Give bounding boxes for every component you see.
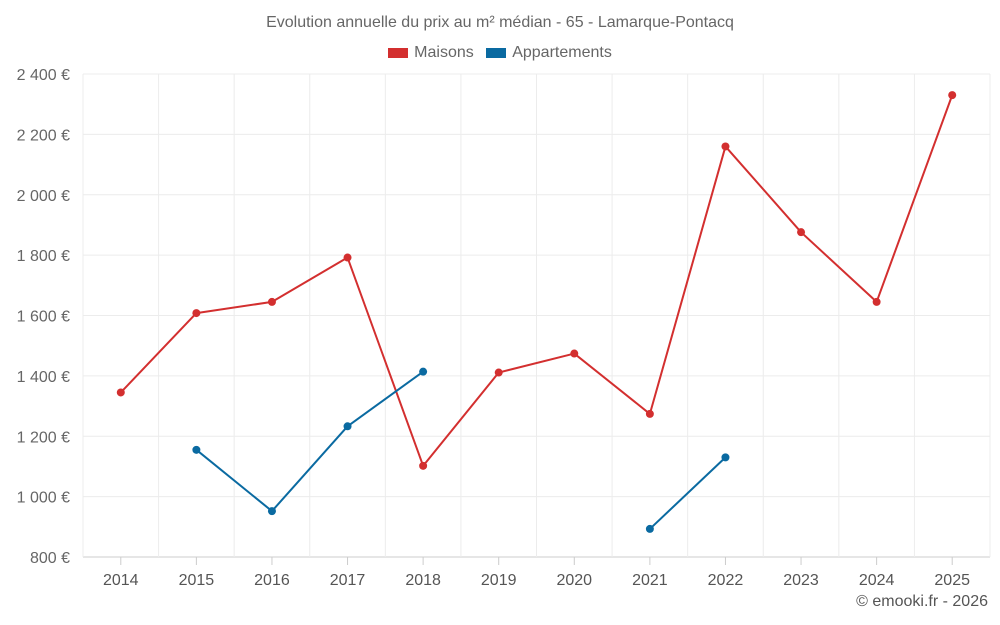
y-tick-label: 1 800 € (17, 248, 70, 265)
x-tick-label: 2022 (708, 572, 744, 589)
data-point-maisons (645, 409, 654, 418)
data-point-maisons (116, 388, 125, 397)
x-tick-label: 2020 (556, 572, 592, 589)
data-point-maisons (721, 142, 730, 151)
data-point-maisons (872, 297, 881, 306)
data-point-maisons (343, 253, 352, 262)
chart-title: Evolution annuelle du prix au m² médian … (266, 14, 734, 31)
data-point-maisons (570, 349, 579, 358)
y-tick-label: 800 € (30, 550, 70, 567)
x-tick-label: 2023 (783, 572, 819, 589)
data-point-maisons (494, 368, 503, 377)
x-tick-label: 2018 (405, 572, 441, 589)
x-tick-label: 2021 (632, 572, 668, 589)
legend-swatch-appartements (486, 48, 507, 58)
legend-swatch-maisons (388, 48, 409, 58)
legend-label-appartements: Appartements (512, 44, 612, 61)
data-point-appartements (343, 422, 352, 431)
x-tick-label: 2016 (254, 572, 290, 589)
data-point-appartements (645, 524, 654, 533)
data-point-maisons (419, 461, 428, 470)
x-tick-label: 2017 (330, 572, 366, 589)
legend: Maisons Appartements (0, 44, 1000, 63)
y-tick-label: 1 200 € (17, 429, 70, 446)
x-tick-label: 2019 (481, 572, 517, 589)
legend-label-maisons: Maisons (414, 44, 474, 61)
series-line-appartements (195, 370, 424, 513)
series-line-maisons (120, 94, 954, 467)
credit: © emooki.fr - 2026 (856, 593, 988, 610)
y-tick-label: 2 000 € (17, 188, 70, 205)
series-line-appartements (649, 456, 727, 530)
data-point-appartements (267, 507, 276, 516)
data-point-appartements (721, 453, 730, 462)
x-tick-label: 2015 (179, 572, 215, 589)
y-tick-label: 2 400 € (17, 67, 70, 84)
data-point-maisons (948, 91, 957, 100)
y-tick-label: 1 000 € (17, 490, 70, 507)
x-tick-label: 2014 (103, 572, 139, 589)
y-tick-label: 1 400 € (17, 369, 70, 386)
data-point-maisons (192, 309, 201, 318)
data-point-maisons (267, 297, 276, 306)
y-tick-label: 1 600 € (17, 309, 70, 326)
data-point-appartements (192, 445, 201, 454)
x-tick-label: 2025 (934, 572, 970, 589)
data-point-maisons (797, 228, 806, 237)
y-tick-label: 2 200 € (17, 127, 70, 144)
legend-item-appartements[interactable]: Appartements (486, 44, 612, 62)
data-point-appartements (419, 367, 428, 376)
x-tick-label: 2024 (859, 572, 895, 589)
legend-item-maisons[interactable]: Maisons (388, 44, 474, 62)
